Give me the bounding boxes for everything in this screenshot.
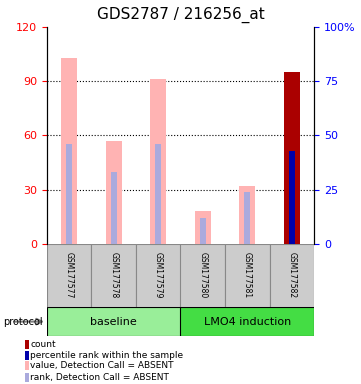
Bar <box>47 244 91 307</box>
Bar <box>244 192 250 244</box>
Text: LMO4 induction: LMO4 induction <box>204 316 291 327</box>
Bar <box>180 244 225 307</box>
Bar <box>225 244 270 307</box>
Bar <box>91 244 136 307</box>
Bar <box>195 211 210 244</box>
Bar <box>200 218 206 244</box>
Text: GSM177578: GSM177578 <box>109 252 118 299</box>
Bar <box>239 186 255 244</box>
Bar <box>25 340 29 349</box>
Text: percentile rank within the sample: percentile rank within the sample <box>30 351 184 360</box>
Text: baseline: baseline <box>90 316 137 327</box>
Bar <box>136 244 180 307</box>
Text: GSM177579: GSM177579 <box>154 252 163 299</box>
Bar <box>111 172 117 244</box>
Bar <box>25 361 29 370</box>
Text: GSM177577: GSM177577 <box>65 252 74 299</box>
Bar <box>47 307 180 336</box>
Bar <box>289 151 295 244</box>
Title: GDS2787 / 216256_at: GDS2787 / 216256_at <box>97 7 264 23</box>
Text: GSM177580: GSM177580 <box>198 252 207 299</box>
Bar <box>151 79 166 244</box>
Text: protocol: protocol <box>4 316 43 327</box>
Bar <box>61 58 77 244</box>
Text: rank, Detection Call = ABSENT: rank, Detection Call = ABSENT <box>30 373 169 382</box>
Bar <box>25 373 29 382</box>
Bar <box>180 307 314 336</box>
Bar <box>284 72 300 244</box>
Text: count: count <box>30 340 56 349</box>
Text: GSM177582: GSM177582 <box>287 252 296 299</box>
Bar <box>106 141 122 244</box>
Bar <box>155 144 161 244</box>
Bar <box>270 244 314 307</box>
Text: value, Detection Call = ABSENT: value, Detection Call = ABSENT <box>30 361 174 370</box>
Bar <box>25 351 29 359</box>
Bar <box>66 144 72 244</box>
Text: GSM177581: GSM177581 <box>243 252 252 299</box>
